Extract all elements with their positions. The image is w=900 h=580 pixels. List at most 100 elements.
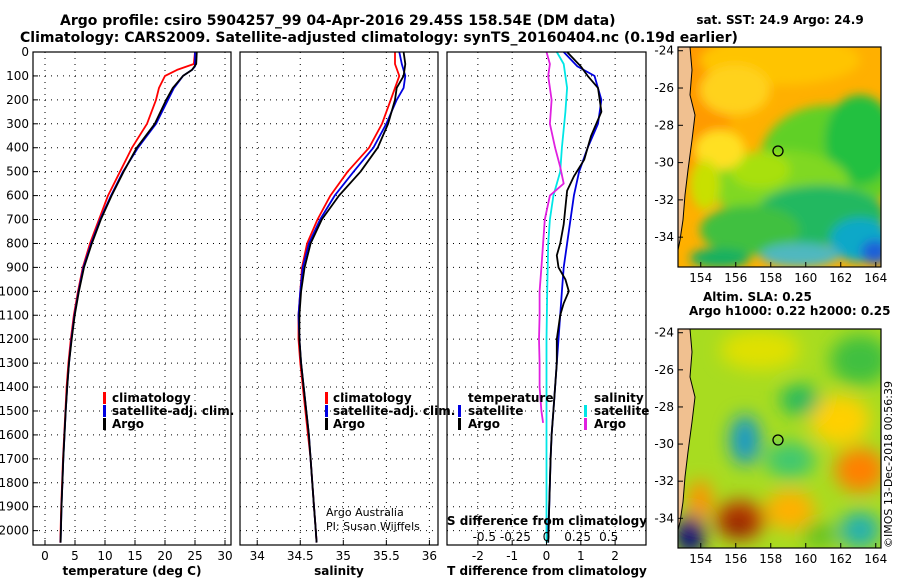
- x-tick-label: 15: [127, 549, 142, 563]
- legend-temp-satellite-swatch: [458, 405, 461, 417]
- lon-tick-label: 162: [829, 271, 852, 285]
- temperature-axis-label: temperature (deg C): [63, 564, 202, 578]
- sla-map-frame: [677, 328, 882, 549]
- lat-tick-label: -24: [654, 326, 674, 340]
- series-temperature-satellite: [547, 51, 603, 543]
- depth-tick-label: 1500: [0, 404, 29, 418]
- depth-tick-label: 1400: [0, 380, 29, 394]
- legend-climatology-label: climatology: [112, 391, 191, 405]
- lat-tick-label: -34: [654, 511, 674, 525]
- float-position-marker: [772, 145, 784, 157]
- lat-tick-label: -30: [654, 156, 674, 170]
- depth-tick-label: 2000: [0, 524, 29, 538]
- legend-argo-swatch: [325, 418, 328, 430]
- figure-title-line1: Argo profile: csiro 5904257_99 04-Apr-20…: [60, 13, 616, 29]
- figure-title-line2: Climatology: CARS2009. Satellite-adjuste…: [20, 30, 738, 46]
- salinity-diff-legend: salinity satellite Argo: [584, 391, 649, 431]
- salinity-axis-label: salinity: [314, 564, 364, 578]
- series-temperature-argo: [547, 51, 603, 543]
- x-tick-label: 34: [250, 549, 265, 563]
- legend-temp-argo-label: Argo: [468, 417, 500, 431]
- legend-temperature-title: temperature: [468, 391, 553, 405]
- lat-tick-label: -26: [654, 81, 674, 95]
- x-tick-label: 36: [422, 549, 437, 563]
- sst-map-title: sat. SST: 24.9 Argo: 24.9: [696, 13, 863, 27]
- legend-argo-label: Argo: [333, 417, 365, 431]
- legend-satellite-swatch: [325, 405, 328, 417]
- sla-map-title-line1: Altim. SLA: 0.25: [703, 290, 812, 304]
- legend-climatology-swatch: [325, 392, 328, 404]
- depth-tick-label: 1900: [0, 500, 29, 514]
- x-tick-label: 35.5: [373, 549, 400, 563]
- sla-map-title-line2: Argo h1000: 0.22 h2000: 0.25: [689, 304, 890, 318]
- x-tick-label: 25: [187, 549, 202, 563]
- x-tick-label: 20: [157, 549, 172, 563]
- lat-tick-label: -28: [654, 118, 674, 132]
- salinity-axes-frame: [239, 51, 439, 546]
- legend-sal-satellite-swatch: [584, 405, 587, 417]
- x-tick-label: 0: [543, 549, 551, 563]
- lon-tick-label: 156: [724, 271, 747, 285]
- temperature-diff-legend: temperature satellite Argo: [458, 391, 553, 431]
- s-difference-axis-title: S difference from climatology: [447, 514, 647, 528]
- depth-tick-label: 0: [21, 45, 29, 59]
- lon-tick-label: 160: [794, 271, 817, 285]
- lat-tick-label: -26: [654, 363, 674, 377]
- x-tick-label: 2: [611, 549, 619, 563]
- lon-tick-label: 156: [724, 552, 747, 566]
- series-climatology: [59, 51, 196, 543]
- lat-tick-label: -32: [654, 474, 674, 488]
- x-tick-label: 35: [336, 549, 351, 563]
- depth-tick-label: 200: [6, 93, 29, 107]
- salinity-panel: 34 34.5 35 35.5 36 salinity climatology sate…: [239, 51, 455, 578]
- series-satellite-adj-clim-: [59, 52, 196, 543]
- legend-temp-satellite-label: satellite: [468, 404, 523, 418]
- sla-map: Altim. SLA: 0.25 Argo h1000: 0.22 h2000:…: [654, 290, 890, 566]
- lon-tick-label: 154: [689, 271, 712, 285]
- lat-tick-label: -24: [654, 44, 674, 58]
- series-salinity-argo: [538, 51, 565, 424]
- depth-tick-label: 1300: [0, 356, 29, 370]
- legend-salinity-title: salinity: [594, 391, 644, 405]
- lat-tick-label: -30: [654, 437, 674, 451]
- lat-tick-label: -28: [654, 400, 674, 414]
- depth-tick-label: 700: [6, 213, 29, 227]
- legend-climatology-label: climatology: [333, 391, 412, 405]
- legend-satellite-label: satellite-adj. clim.: [333, 404, 455, 418]
- land-mass: [678, 47, 696, 251]
- x-tick-label: 5: [71, 549, 79, 563]
- depth-tick-label: 400: [6, 141, 29, 155]
- depth-tick-label: 1600: [0, 428, 29, 442]
- depth-tick-label: 800: [6, 236, 29, 250]
- sst-map-frame: [677, 46, 882, 268]
- lon-tick-label: 154: [689, 552, 712, 566]
- legend-satellite-label: satellite-adj. clim.: [112, 404, 234, 418]
- t-difference-axis-label: T difference from climatology: [447, 564, 647, 578]
- temperature-legend: climatology satellite-adj. clim. Argo: [103, 391, 234, 431]
- salinity-legend: climatology satellite-adj. clim. Argo: [325, 391, 455, 431]
- x-tick-label: -1: [506, 549, 518, 563]
- depth-tick-label: 1100: [0, 308, 29, 322]
- series-argo: [59, 51, 198, 543]
- legend-satellite-swatch: [103, 405, 106, 417]
- series-salinity-satellite: [545, 51, 568, 543]
- s-tick-label: 0: [543, 530, 551, 544]
- x-tick-label: -2: [472, 549, 484, 563]
- land-mass: [678, 329, 696, 531]
- depth-tick-label: 1200: [0, 332, 29, 346]
- x-tick-label: 0: [41, 549, 49, 563]
- lon-tick-label: 162: [829, 552, 852, 566]
- series-satellite-adj-clim-: [297, 51, 407, 543]
- sla-field: [678, 329, 881, 548]
- legend-sal-satellite-label: satellite: [594, 404, 649, 418]
- depth-tick-label: 500: [6, 165, 29, 179]
- credit-line2: PI: Susan Wijffels: [326, 520, 420, 533]
- legend-temp-argo-swatch: [458, 418, 461, 430]
- sst-field: [678, 47, 881, 267]
- series-argo: [298, 51, 407, 543]
- depth-tick-label: 1700: [0, 452, 29, 466]
- lon-tick-label: 160: [794, 552, 817, 566]
- lon-tick-label: 164: [864, 552, 887, 566]
- credit-line1: Argo Australia: [326, 506, 404, 519]
- depth-tick-label: 900: [6, 260, 29, 274]
